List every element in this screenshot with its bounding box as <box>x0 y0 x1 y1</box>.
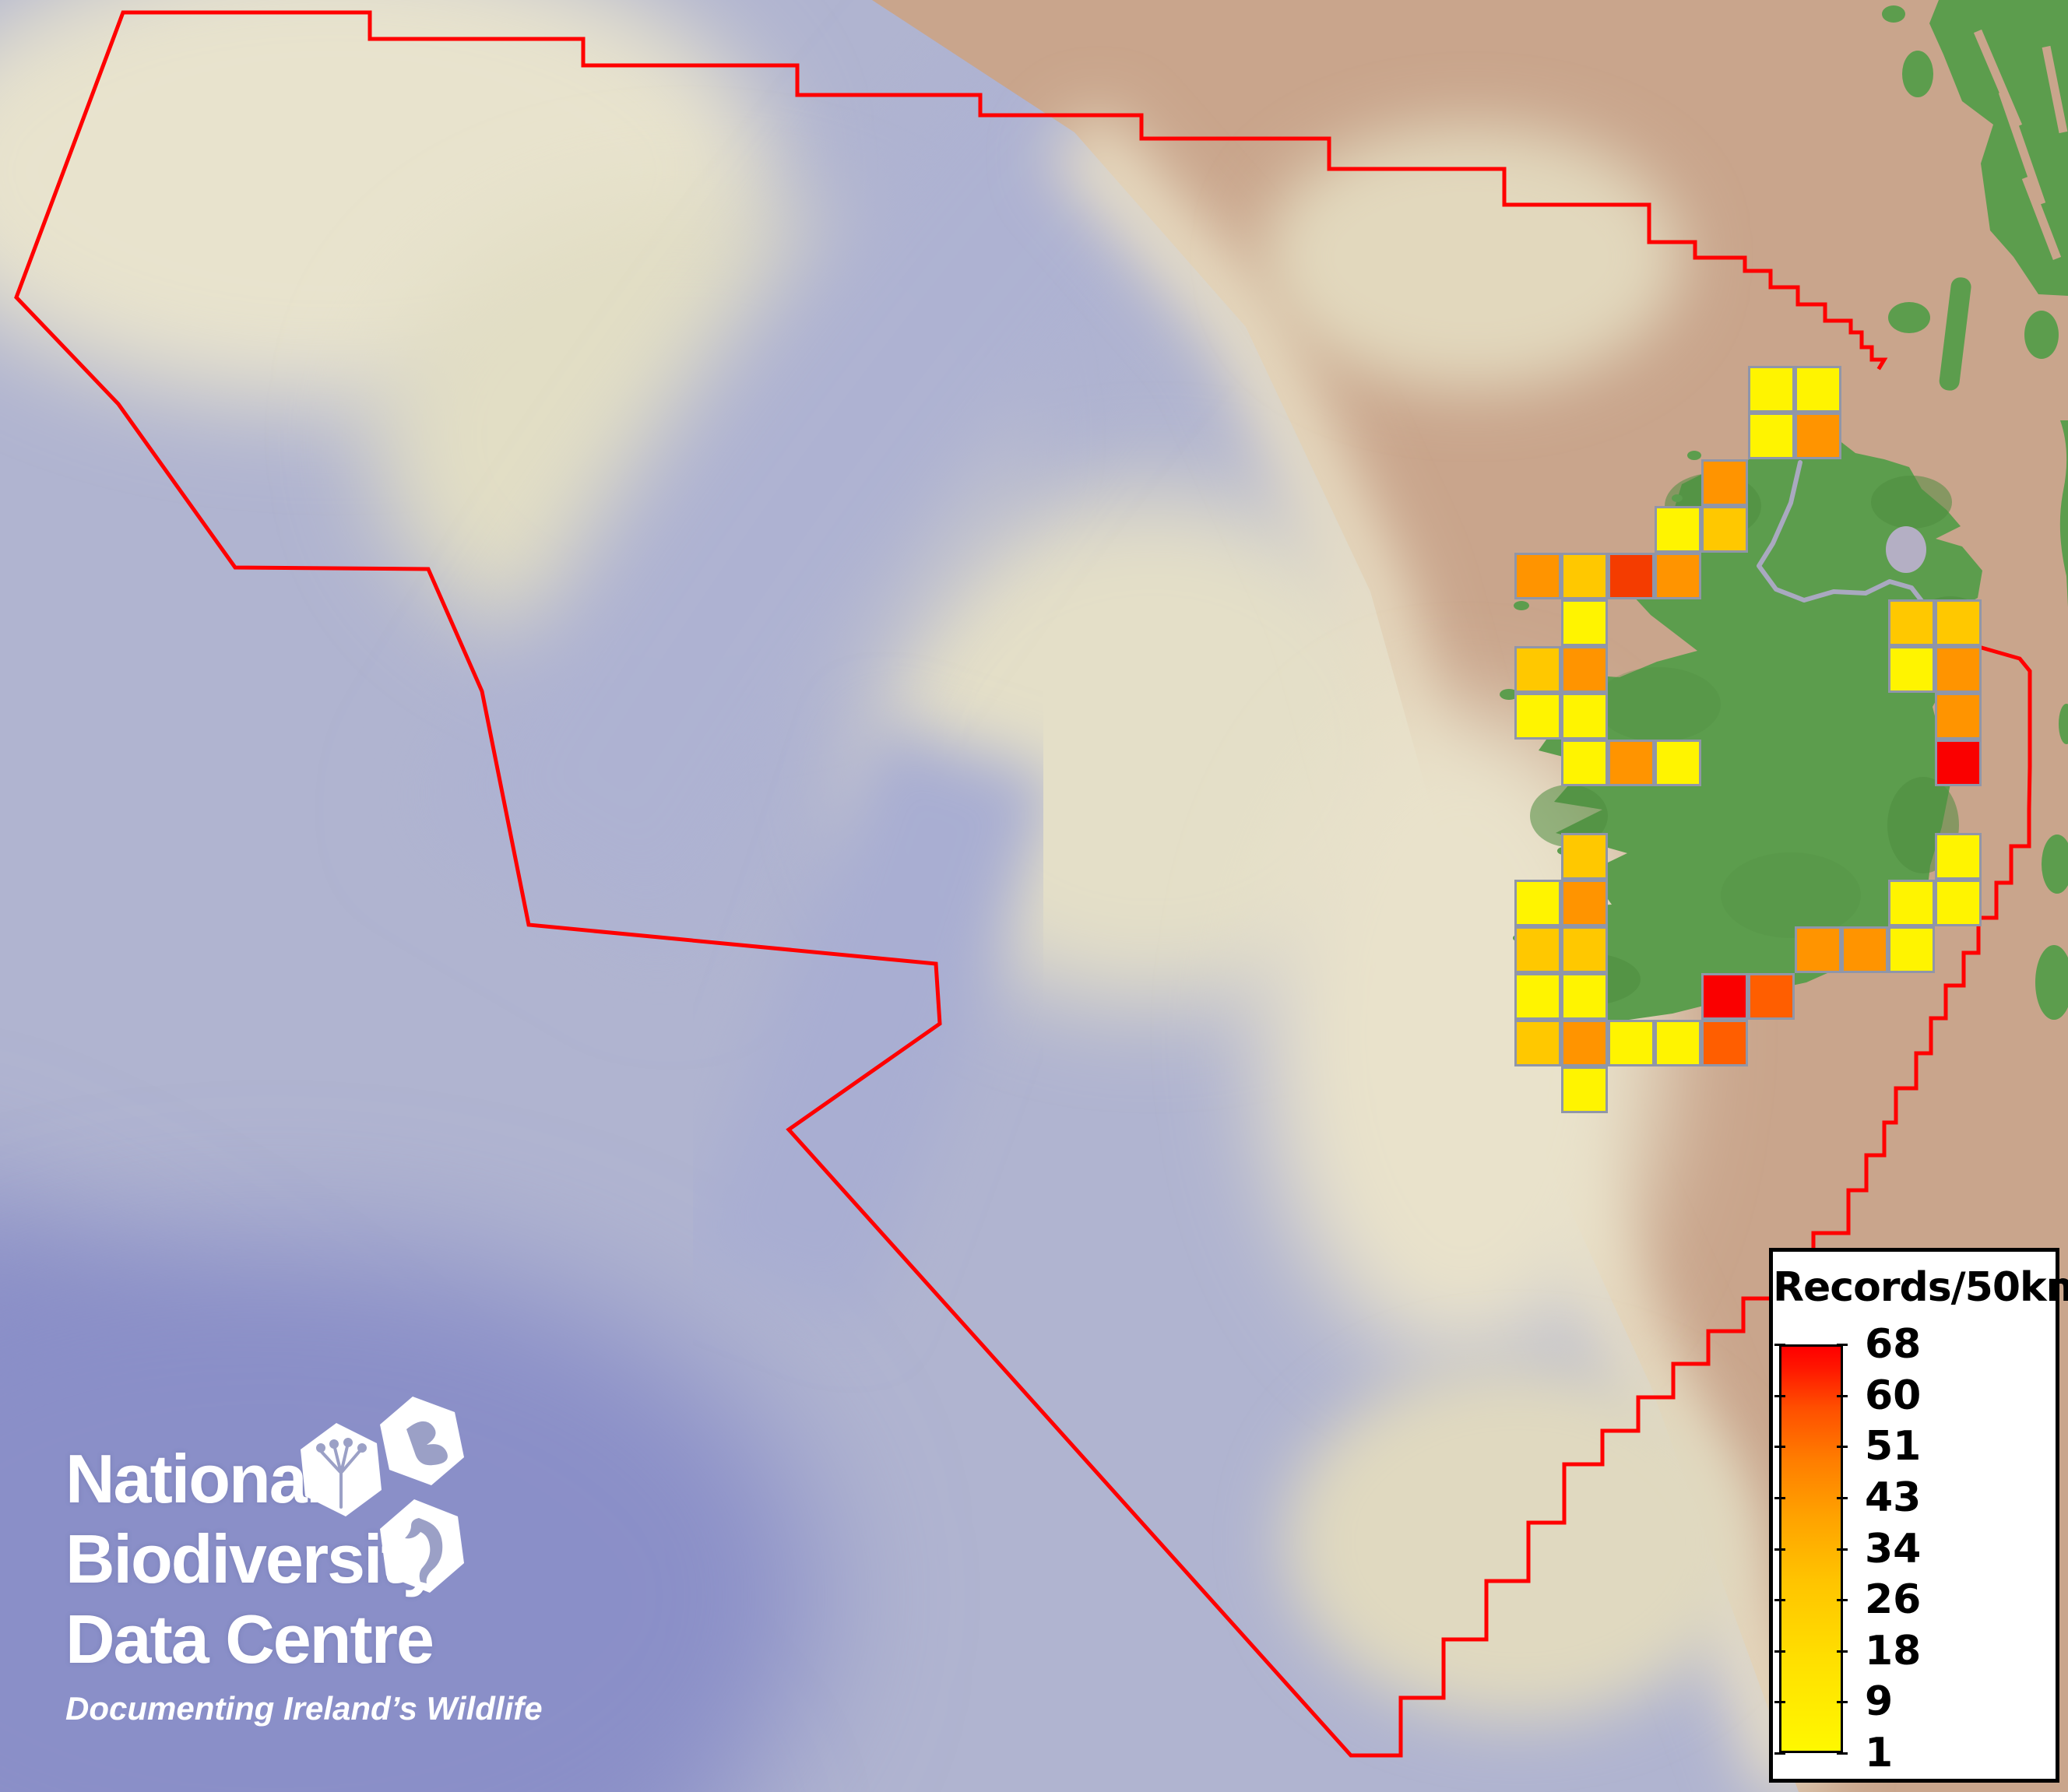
grid-cell-c2r4[interactable] <box>1608 553 1655 599</box>
grid-cell-c4r13[interactable] <box>1701 973 1748 1020</box>
grid-cell-c9r7[interactable] <box>1935 693 1982 740</box>
grid-cell-c8r12[interactable] <box>1888 926 1935 973</box>
grid-cell-c4r3[interactable] <box>1701 506 1748 553</box>
grid-cell-c5r13[interactable] <box>1748 973 1795 1020</box>
lough-neagh <box>1886 526 1926 573</box>
grid-cell-c1r4[interactable] <box>1561 553 1608 599</box>
grid-cell-c6r0[interactable] <box>1795 366 1841 413</box>
legend-tick-1: 1 <box>1865 1730 1894 1776</box>
legend-tick-mark <box>1774 1701 1785 1704</box>
grid-cell-c3r3[interactable] <box>1655 506 1701 553</box>
grid-cell-c1r8[interactable] <box>1561 740 1608 786</box>
legend-tick-mark <box>1837 1599 1848 1602</box>
legend-tick-18: 18 <box>1865 1627 1922 1674</box>
legend-tick-26: 26 <box>1865 1576 1922 1624</box>
legend-tick-mark <box>1774 1650 1785 1653</box>
legend-tick-mark <box>1837 1701 1848 1704</box>
ireland-landmass <box>1525 430 1982 1026</box>
legend-tick-mark <box>1774 1394 1785 1397</box>
legend-tick-mark <box>1837 1446 1848 1449</box>
grid-cell-c7r12[interactable] <box>1841 926 1888 973</box>
legend-tick-mark <box>1837 1650 1848 1653</box>
grid-cell-c9r8[interactable] <box>1935 740 1982 786</box>
scottish-islands <box>1882 5 2068 615</box>
grid-cell-c0r12[interactable] <box>1514 926 1561 973</box>
legend-tick-mark <box>1774 1344 1785 1346</box>
legend-tick-68: 68 <box>1865 1321 1922 1368</box>
grid-cell-c5r1[interactable] <box>1748 413 1795 459</box>
logo-line-3: Data Centre <box>65 1601 434 1678</box>
logo-line-2: Biodiversity <box>65 1520 441 1597</box>
grid-cell-c2r8[interactable] <box>1608 740 1655 786</box>
grid-cell-c6r1[interactable] <box>1795 413 1841 459</box>
donegal-shelf <box>1261 125 1682 389</box>
legend-tick-mark <box>1837 1344 1848 1346</box>
grid-cell-c9r6[interactable] <box>1935 646 1982 693</box>
legend-title: Records/50km <box>1773 1264 2068 1311</box>
scotland-landmass <box>1929 0 2068 296</box>
grid-cell-c9r5[interactable] <box>1935 599 1982 646</box>
eez-boundary-line <box>14 10 2032 1758</box>
grid-cell-c0r4[interactable] <box>1514 553 1561 599</box>
legend-tick-mark <box>1774 1752 1785 1755</box>
legend-tick-mark <box>1837 1394 1848 1397</box>
wales-coast-fragments <box>2035 704 2068 1020</box>
legend-tick-9: 9 <box>1865 1678 1894 1726</box>
grid-cell-c8r11[interactable] <box>1888 880 1935 926</box>
grid-cell-c3r4[interactable] <box>1655 553 1701 599</box>
grid-cell-c0r7[interactable] <box>1514 693 1561 740</box>
legend-tick-34: 34 <box>1865 1525 1922 1572</box>
grid-cell-c1r13[interactable] <box>1561 973 1608 1020</box>
grid-cell-c0r11[interactable] <box>1514 880 1561 926</box>
grid-cell-c1r10[interactable] <box>1561 833 1608 880</box>
logo-line-1: National <box>65 1440 325 1517</box>
porcupine-seabight <box>680 717 1058 1328</box>
scotland-sea-lochs <box>1973 29 2068 260</box>
grid-cell-c4r14[interactable] <box>1701 1020 1748 1066</box>
legend-tick-mark <box>1837 1752 1848 1755</box>
grid-cell-c0r13[interactable] <box>1514 973 1561 1020</box>
logo-tagline: Documenting Ireland’s Wildlife <box>65 1690 543 1727</box>
grid-cell-c0r6[interactable] <box>1514 646 1561 693</box>
grid-cell-c1r5[interactable] <box>1561 599 1608 646</box>
legend-tick-mark <box>1837 1548 1848 1551</box>
grid-cell-c8r5[interactable] <box>1888 599 1935 646</box>
legend-tick-mark <box>1837 1496 1848 1499</box>
legend-tick-43: 43 <box>1865 1474 1922 1521</box>
seahorse-icon <box>380 1499 464 1593</box>
celtic-shelf-ridges <box>1285 1362 1752 1720</box>
grid-cell-c3r8[interactable] <box>1655 740 1701 786</box>
grid-cell-c1r6[interactable] <box>1561 646 1608 693</box>
nbdc-hexagon-mark <box>301 1397 464 1593</box>
legend-tick-60: 60 <box>1865 1372 1922 1419</box>
legend-tick-mark <box>1774 1599 1785 1602</box>
grid-cell-c9r11[interactable] <box>1935 880 1982 926</box>
grid-cell-c1r11[interactable] <box>1561 880 1608 926</box>
grid-cell-c2r14[interactable] <box>1608 1020 1655 1066</box>
grid-cell-c8r6[interactable] <box>1888 646 1935 693</box>
grid-cell-c1r12[interactable] <box>1561 926 1608 973</box>
grid-cell-c4r2[interactable] <box>1701 459 1748 506</box>
legend-tick-mark <box>1774 1496 1785 1499</box>
grid-cell-c1r14[interactable] <box>1561 1020 1608 1066</box>
legend-tick-labels: 68 60 51 43 34 26 18 9 1 <box>1773 1252 2056 1779</box>
grid-cell-c5r0[interactable] <box>1748 366 1795 413</box>
grid-cell-c0r14[interactable] <box>1514 1020 1561 1066</box>
grid-cell-c3r14[interactable] <box>1655 1020 1701 1066</box>
grid-cell-c9r10[interactable] <box>1935 833 1982 880</box>
legend-tick-mark <box>1774 1548 1785 1551</box>
legend-color-ramp <box>1779 1344 1843 1753</box>
legend-tick-51: 51 <box>1865 1423 1922 1470</box>
grid-cell-c6r12[interactable] <box>1795 926 1841 973</box>
grid-cell-c1r15[interactable] <box>1561 1066 1608 1113</box>
legend-tick-mark <box>1774 1446 1785 1449</box>
grid-cell-c1r7[interactable] <box>1561 693 1608 740</box>
legend: Records/50km 68 60 51 43 34 26 18 9 1 <box>1769 1248 2068 1783</box>
nbdc-logo: National Biodiversity Data Centre Docume… <box>65 1397 673 1766</box>
